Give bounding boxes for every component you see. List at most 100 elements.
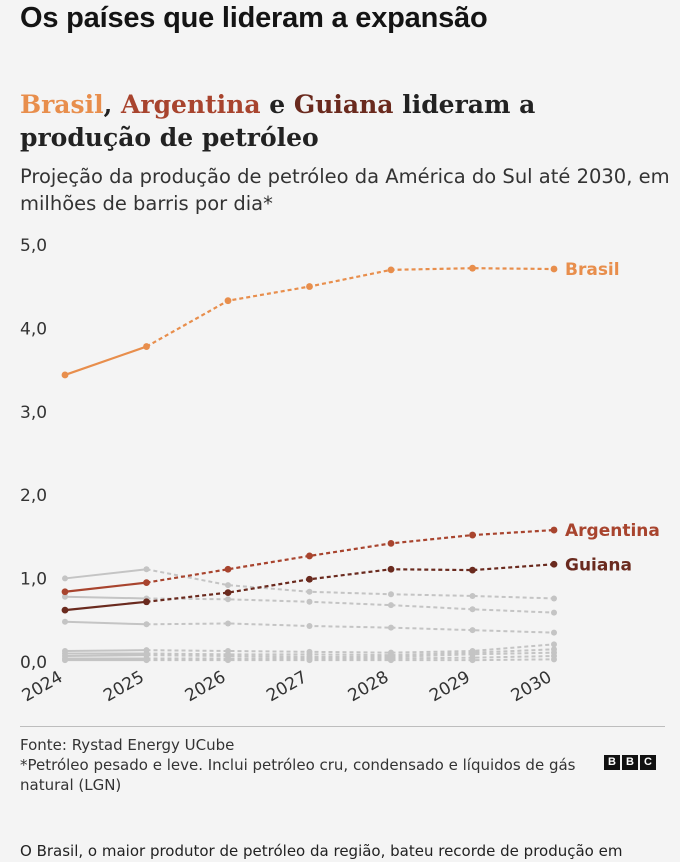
guiana-series-point (469, 566, 476, 574)
other-country-series-point (469, 606, 476, 613)
other-country-series-point (388, 624, 394, 631)
other-country-series-point (551, 595, 557, 602)
y-tick-label: 5,0 (20, 236, 47, 256)
other-country-series-point (225, 596, 231, 603)
highlight-series-group (61, 264, 558, 614)
argentina-series-actual-line (64, 581, 147, 593)
guiana-series-actual-line (64, 600, 147, 612)
other-country-series-point (306, 622, 313, 629)
brasil-series-point (550, 265, 558, 273)
other-country-series-point (306, 588, 313, 595)
x-axis: 2024 2025 2026 2027 2028 2029 2030 (19, 667, 555, 706)
chart-subtitle: Projeção da produção de petróleo da Amér… (20, 165, 670, 215)
other-country-series-point (306, 657, 313, 664)
other-country-series-point (225, 582, 231, 589)
y-tick-label: 2,0 (20, 486, 47, 506)
title-guiana: Guiana (293, 90, 394, 119)
guiana-series-point (306, 575, 313, 583)
other-country-series-point (551, 609, 557, 616)
brasil-series-point (387, 266, 395, 274)
y-tick-label: 1,0 (20, 570, 47, 590)
guiana-series-point (387, 565, 395, 573)
brasil-series-point (306, 283, 313, 290)
other-country-series-actual-line (64, 568, 147, 580)
other-country-series-actual-line (64, 620, 147, 626)
bbc-logo-letter: B (604, 755, 620, 770)
other-country-series-point (551, 641, 557, 648)
guiana-series-point (224, 589, 232, 597)
guiana-series-label: Guiana (565, 555, 632, 575)
other-country-series-point (388, 591, 394, 598)
brasil-series-point (143, 343, 150, 350)
x-tick-label: 2027 (263, 667, 310, 706)
y-axis: 0,0 1,0 2,0 3,0 4,0 5,0 (20, 236, 47, 673)
other-country-series-projection-line (146, 568, 555, 600)
other-country-series-actual-line (64, 654, 147, 657)
argentina-series-point (550, 526, 558, 534)
other-country-series-point (143, 566, 150, 573)
x-tick-label: 2028 (345, 667, 392, 706)
brasil-series-point (61, 371, 69, 379)
bbc-logo: B B C (604, 755, 656, 770)
title-separator-2: e (260, 90, 294, 119)
x-tick-label: 2026 (182, 667, 229, 706)
argentina-series-label: Argentina (565, 521, 660, 541)
other-country-series-point (143, 621, 150, 628)
other-country-series-point (469, 657, 476, 664)
other-country-series-actual-line (64, 595, 147, 600)
other-country-series-point (388, 657, 394, 664)
other-country-series-projection-line (146, 648, 555, 657)
x-tick-label: 2029 (426, 667, 473, 706)
oil-production-chart: 0,0 1,0 2,0 3,0 4,0 5,0 Brasil Argentina Guiana… (19, 236, 660, 706)
other-country-series-point (225, 657, 231, 664)
argentina-series-point (469, 531, 476, 539)
title-rest: lideram a produção de petróleo (20, 90, 536, 152)
y-tick-label: 0,0 (20, 653, 47, 673)
other-country-series-point (225, 620, 231, 627)
other-country-series-projection-line (146, 643, 555, 654)
argentina-series-point (61, 588, 69, 596)
y-tick-label: 4,0 (20, 319, 47, 339)
other-country-series-point (551, 629, 557, 636)
title-brasil: Brasil (20, 90, 104, 119)
guiana-series-point (61, 606, 69, 614)
other-country-series-point (62, 575, 68, 582)
brasil-series-actual-line (64, 345, 147, 376)
footer-divider (20, 726, 665, 727)
argentina-series-point (143, 579, 150, 587)
guiana-series-projection-line (146, 563, 555, 603)
x-tick-label: 2024 (19, 667, 66, 706)
bbc-logo-letter: C (640, 755, 656, 770)
footnote-text: *Petróleo pesado e leve. Inclui petróleo… (20, 756, 576, 794)
argentina-series-point (224, 565, 232, 573)
guiana-series-point (143, 598, 150, 606)
series-labels-group: Brasil Argentina Guiana (565, 260, 660, 575)
argentina-series-point (387, 540, 395, 547)
other-country-series-point (469, 592, 476, 599)
other-country-series-point (469, 627, 476, 634)
other-country-series-point (62, 593, 68, 600)
brasil-series-label: Brasil (565, 260, 620, 280)
bbc-logo-letter: B (622, 755, 638, 770)
other-country-series-actual-line (64, 649, 147, 652)
argentina-series-projection-line (146, 528, 555, 584)
brasil-series-projection-line (145, 267, 555, 348)
x-tick-label: 2025 (100, 667, 147, 706)
other-country-series-projection-line (146, 651, 555, 658)
other-country-series-projection-line (146, 622, 555, 634)
y-tick-label: 3,0 (20, 403, 47, 423)
other-country-series-projection-line (146, 654, 555, 660)
other-series-group (62, 566, 557, 664)
other-country-series-point (143, 657, 150, 664)
chart-title: Brasil, Argentina e Guiana lideram a pro… (20, 88, 670, 154)
other-country-series-point (551, 656, 557, 663)
other-country-series-point (62, 657, 68, 664)
other-country-series-point (62, 618, 68, 625)
source-text: Fonte: Rystad Energy UCube (20, 736, 235, 754)
title-argentina: Argentina (121, 90, 261, 119)
other-country-series-projection-line (146, 597, 555, 614)
article-body-text: O Brasil, o maior produtor de petróleo d… (20, 842, 623, 860)
headline: Os países que lideram a expansão (20, 2, 488, 34)
other-country-series-point (306, 598, 313, 605)
guiana-series-point (550, 560, 558, 568)
